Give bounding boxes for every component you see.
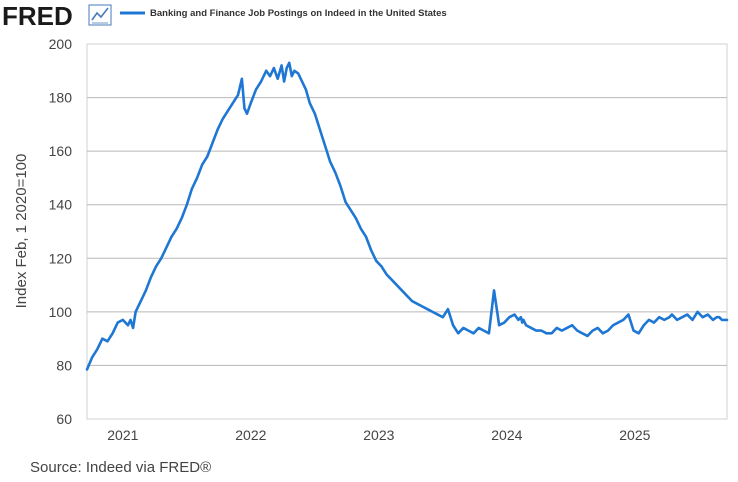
x-tick-label: 2025	[619, 427, 650, 443]
legend-label: Banking and Finance Job Postings on Inde…	[150, 8, 447, 19]
y-tick-label: 140	[49, 197, 73, 213]
y-tick-label: 60	[56, 411, 72, 427]
fred-logo[interactable]: FRED	[2, 1, 73, 31]
x-tick-label: 2024	[491, 427, 522, 443]
trend-line-icon	[88, 4, 112, 26]
y-tick-label: 100	[49, 304, 73, 320]
grid-lines	[87, 97, 727, 366]
y-tick-label: 120	[49, 250, 73, 266]
plot-area	[86, 43, 728, 420]
y-tick-label: 180	[49, 90, 73, 106]
x-tick-label: 2022	[235, 427, 266, 443]
x-tick-label: 2021	[107, 427, 138, 443]
source-note: Source: Indeed via FRED®	[30, 459, 211, 476]
x-tick-label: 2023	[363, 427, 394, 443]
y-tick-label: 80	[56, 357, 72, 373]
x-axis-ticks: 2021 2022 2023 2024 2025	[107, 427, 650, 443]
series-line	[85, 61, 729, 371]
y-axis-label: Index Feb, 1 2020=100	[13, 154, 30, 309]
y-tick-label: 200	[49, 36, 73, 52]
y-tick-label: 160	[49, 143, 73, 159]
series-layer	[85, 61, 729, 371]
y-axis-ticks: 60 80 100 120 140 160 180 200	[49, 36, 73, 427]
